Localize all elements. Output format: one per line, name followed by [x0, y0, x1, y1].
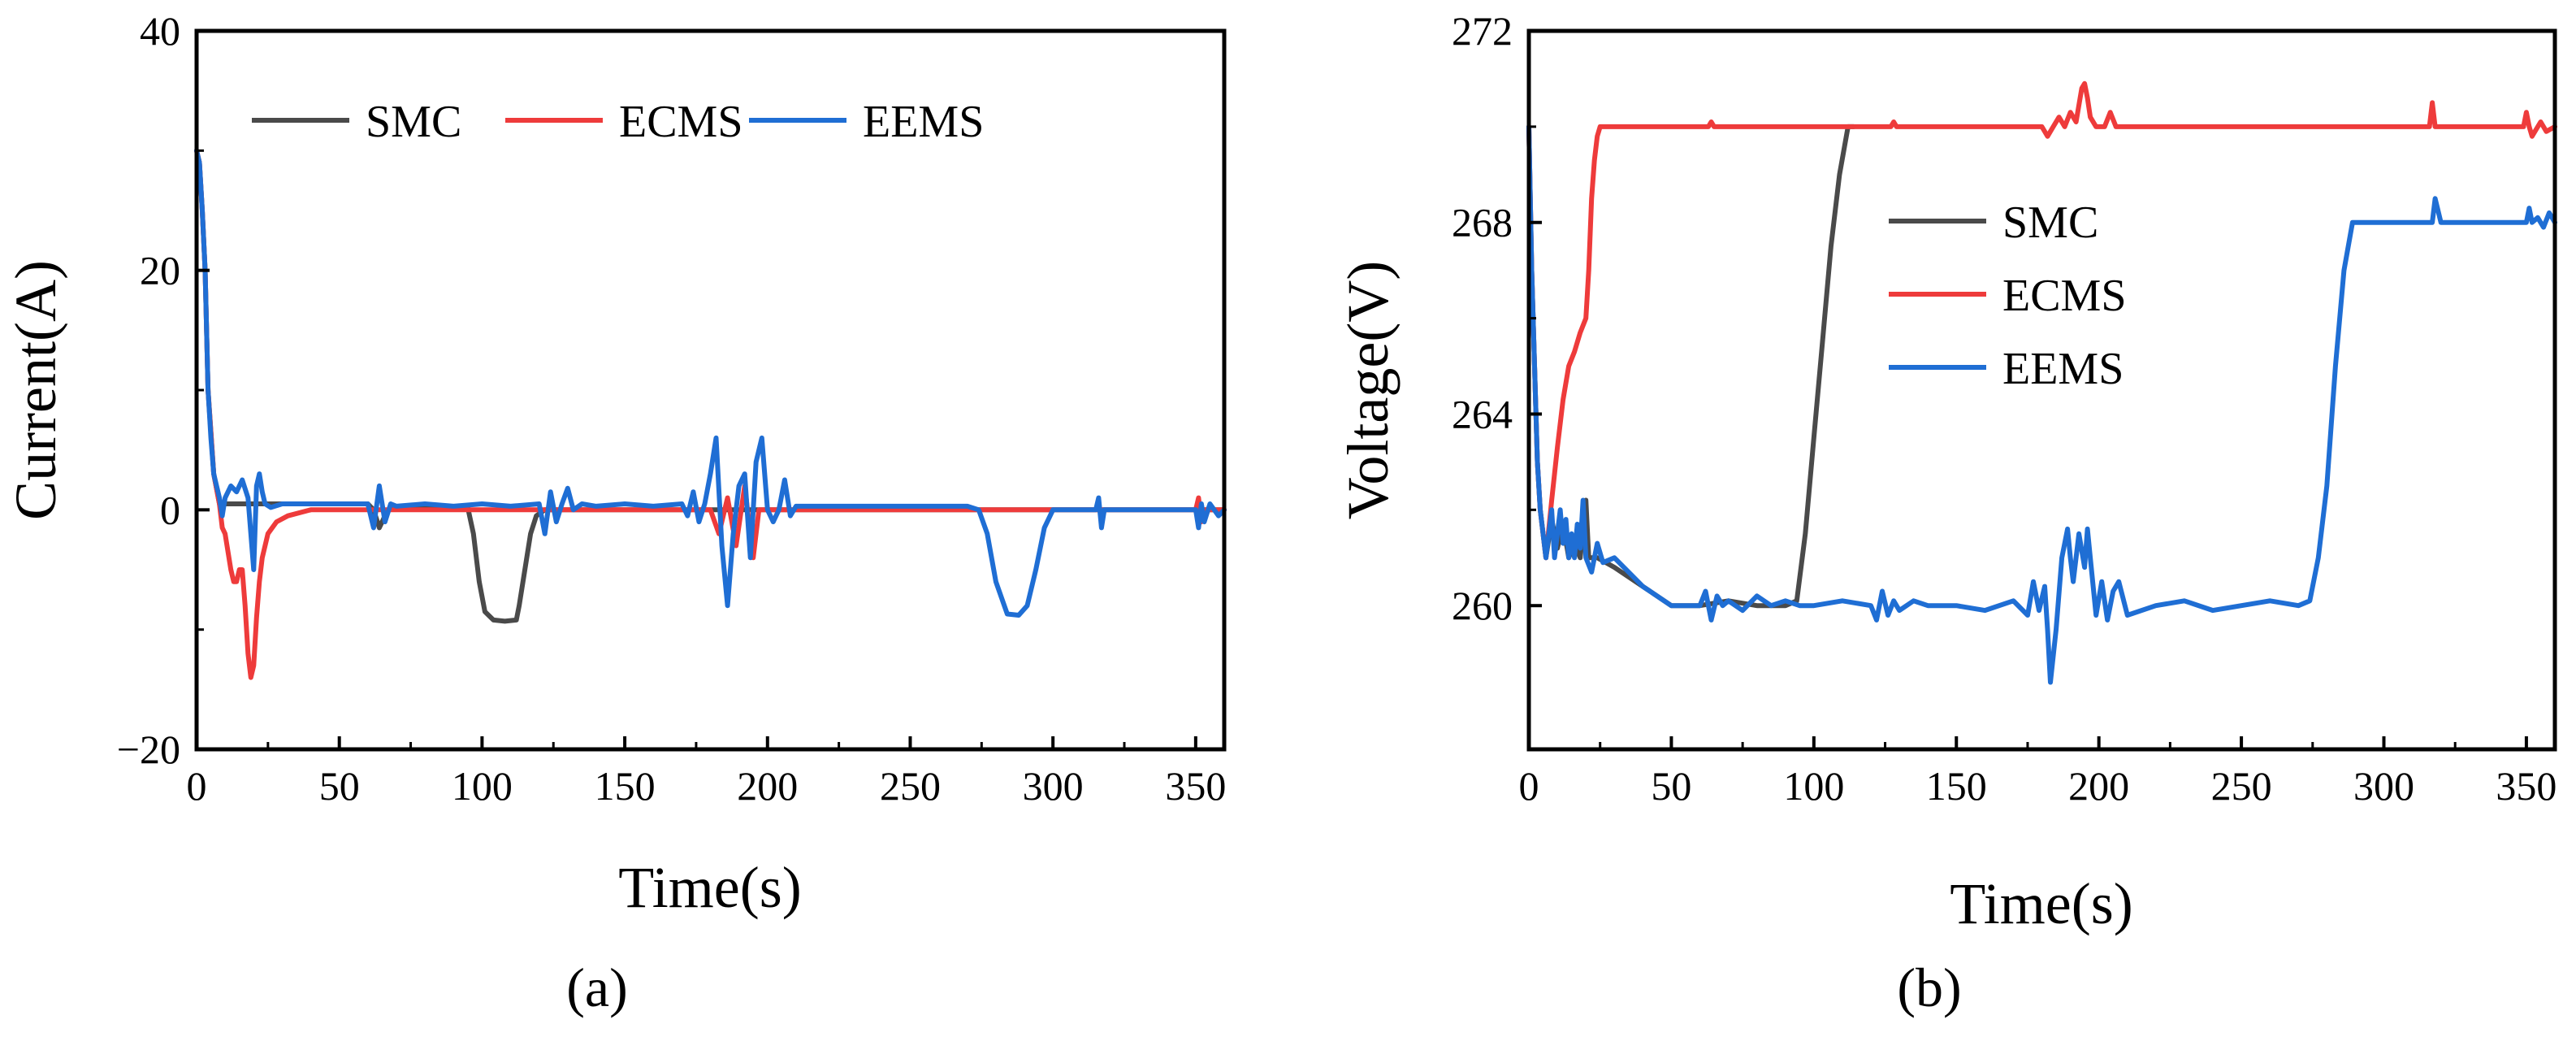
panel-label-a: (a) — [566, 957, 627, 1018]
x-tick-label: 350 — [2496, 763, 2557, 809]
x-tick-label: 100 — [452, 763, 513, 809]
x-tick-label: 300 — [1023, 763, 1084, 809]
y-tick-label: 264 — [1452, 391, 1513, 436]
x-axis-label-a: Time(s) — [618, 855, 801, 920]
x-tick-label: 150 — [595, 763, 656, 809]
y-tick-label: 20 — [140, 248, 180, 293]
legend-a: SMC ECMS EEMS — [252, 97, 984, 147]
y-tick-label: −20 — [117, 727, 180, 772]
series-line-smc — [194, 148, 1227, 624]
y-tick-label: 272 — [1452, 8, 1513, 54]
legend-label-smc: SMC — [366, 97, 461, 147]
x-tick-label: 150 — [1926, 763, 1987, 809]
x-tick-label: 200 — [737, 763, 798, 809]
x-tick-label: 350 — [1165, 763, 1226, 809]
x-tick-label: 50 — [319, 763, 360, 809]
series-line-ecms — [1526, 80, 2557, 561]
y-tick-label: 0 — [160, 487, 180, 532]
panel-label-b: (b) — [1897, 957, 1961, 1018]
x-tick-label: 250 — [2211, 763, 2272, 809]
legend-label-eems: EEMS — [863, 97, 984, 147]
legend-label-smc: SMC — [2002, 197, 2098, 248]
x-tick-label: 100 — [1783, 763, 1844, 809]
x-tick-label: 0 — [1519, 763, 1539, 809]
x-tick-label: 200 — [2068, 763, 2129, 809]
plot-frame-b — [1526, 28, 2557, 752]
y-ticks-b: 260 264 268 272 — [1452, 8, 1542, 628]
x-ticks-b: 0 50 100 150 200 250 300 350 — [1519, 736, 2557, 809]
x-tick-label: 250 — [880, 763, 941, 809]
x-tick-label: 300 — [2353, 763, 2414, 809]
series-line-eems — [1526, 124, 2557, 685]
x-tick-label: 50 — [1651, 763, 1691, 809]
x-ticks-a: 0 50 100 150 200 250 300 350 — [187, 736, 1226, 809]
y-axis-label-b: Voltage(V) — [1336, 261, 1401, 520]
y-ticks-a: −20 0 20 40 — [117, 8, 210, 772]
voltage-series-group — [1526, 80, 2557, 685]
legend-label-ecms: ECMS — [2002, 271, 2127, 321]
series-line-ecms — [194, 148, 1227, 680]
y-tick-label: 260 — [1452, 583, 1513, 628]
panel-b-voltage-chart: 0 50 100 150 200 250 300 350 260 264 268 272 Time(… — [1336, 8, 2557, 1018]
y-tick-label: 40 — [140, 8, 180, 54]
legend-label-ecms: ECMS — [619, 97, 743, 147]
x-tick-label: 0 — [187, 763, 207, 809]
current-series-group — [194, 148, 1227, 680]
legend-b: SMC ECMS EEMS — [1889, 197, 2127, 394]
x-axis-label-b: Time(s) — [1950, 871, 2132, 936]
legend-label-eems: EEMS — [2002, 344, 2124, 394]
y-axis-label-a: Current(A) — [3, 260, 68, 520]
series-line-eems — [194, 148, 1227, 618]
y-tick-label: 268 — [1452, 200, 1513, 245]
